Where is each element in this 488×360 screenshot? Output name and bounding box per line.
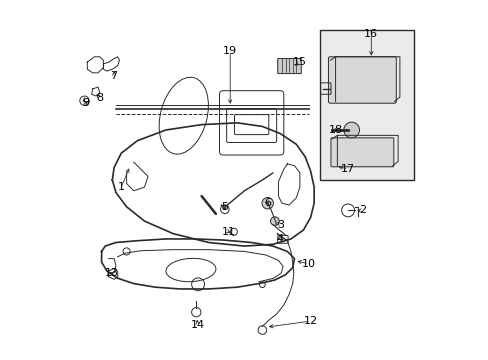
Text: 11: 11 — [221, 227, 235, 237]
Text: 9: 9 — [82, 98, 89, 108]
Text: 3: 3 — [276, 220, 283, 230]
Text: 19: 19 — [223, 46, 237, 57]
Text: 5: 5 — [221, 202, 228, 212]
FancyBboxPatch shape — [330, 138, 393, 167]
Text: 14: 14 — [191, 320, 204, 330]
Text: 2: 2 — [358, 205, 365, 215]
FancyBboxPatch shape — [328, 57, 395, 103]
Text: 15: 15 — [292, 57, 306, 67]
Circle shape — [343, 122, 359, 138]
Text: 13: 13 — [105, 268, 119, 278]
Text: 17: 17 — [340, 164, 354, 174]
Text: 10: 10 — [301, 259, 315, 269]
Text: 12: 12 — [303, 316, 317, 326]
Text: 1: 1 — [118, 182, 124, 192]
Text: 7: 7 — [110, 71, 118, 81]
Text: 8: 8 — [96, 93, 103, 103]
FancyBboxPatch shape — [277, 59, 301, 73]
Text: 18: 18 — [328, 125, 342, 135]
Circle shape — [270, 217, 279, 225]
Text: 4: 4 — [276, 234, 283, 244]
Text: 6: 6 — [264, 198, 271, 208]
Circle shape — [262, 198, 273, 209]
FancyBboxPatch shape — [319, 30, 413, 180]
Text: 16: 16 — [364, 28, 378, 39]
